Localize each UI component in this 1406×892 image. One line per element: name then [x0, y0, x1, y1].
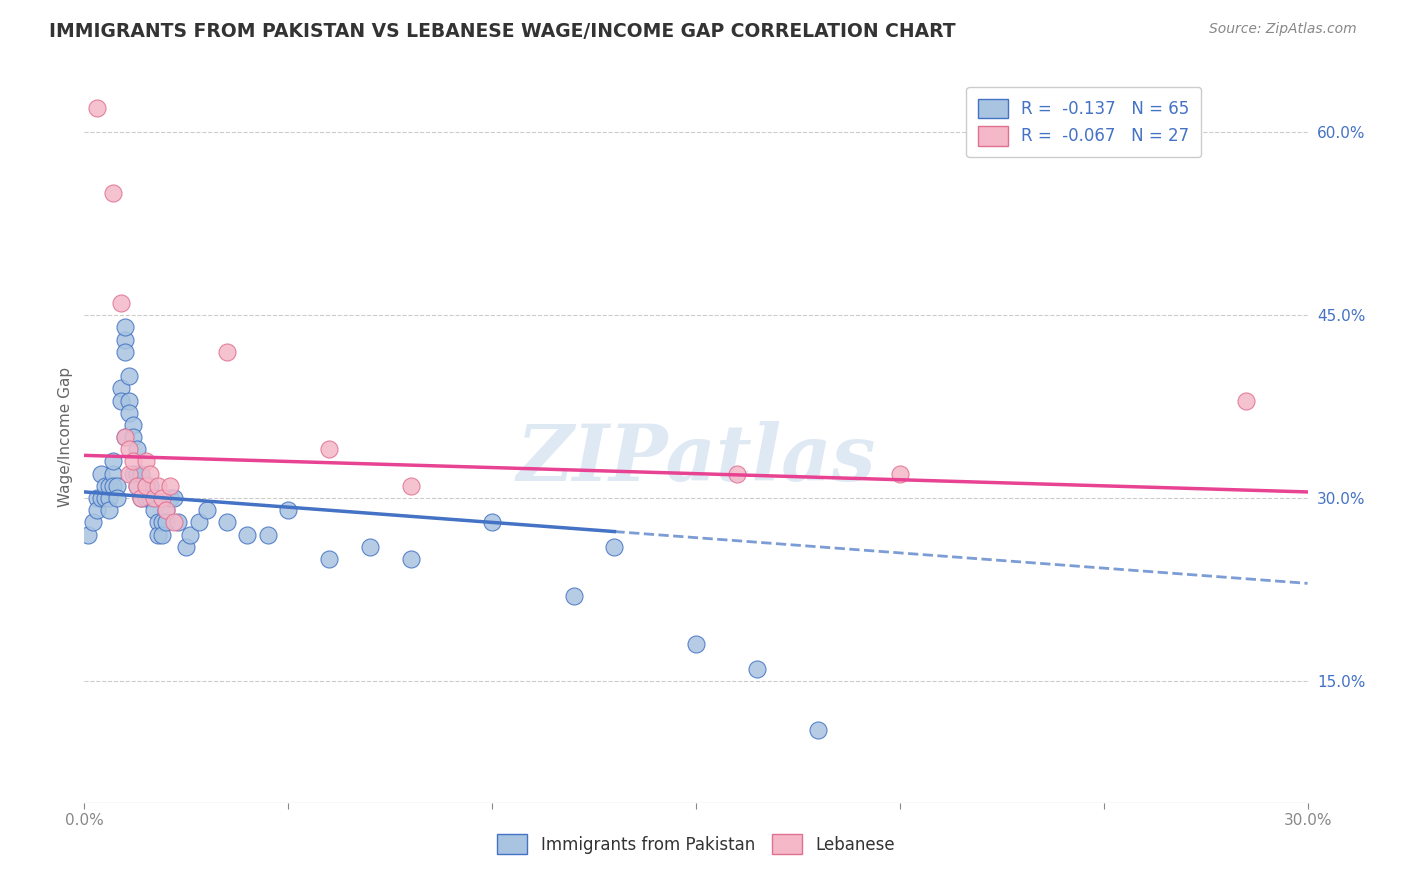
Point — [179, 527, 201, 541]
Point — [135, 454, 157, 468]
Point — [146, 527, 169, 541]
Point — [146, 516, 169, 530]
Point — [257, 527, 280, 541]
Point — [277, 503, 299, 517]
Point — [122, 430, 145, 444]
Point — [146, 479, 169, 493]
Point — [97, 491, 120, 505]
Point — [155, 503, 177, 517]
Point — [138, 467, 160, 481]
Point — [86, 503, 108, 517]
Point — [217, 516, 239, 530]
Point — [101, 467, 124, 481]
Point — [138, 479, 160, 493]
Point — [155, 503, 177, 517]
Point — [142, 491, 165, 505]
Point — [889, 467, 911, 481]
Point — [150, 516, 173, 530]
Point — [195, 503, 218, 517]
Point — [86, 491, 108, 505]
Point — [318, 442, 340, 457]
Text: IMMIGRANTS FROM PAKISTAN VS LEBANESE WAGE/INCOME GAP CORRELATION CHART: IMMIGRANTS FROM PAKISTAN VS LEBANESE WAG… — [49, 22, 956, 41]
Point — [127, 442, 149, 457]
Point — [131, 491, 153, 505]
Point — [142, 503, 165, 517]
Y-axis label: Wage/Income Gap: Wage/Income Gap — [58, 367, 73, 508]
Point — [187, 516, 209, 530]
Point — [105, 491, 128, 505]
Text: Source: ZipAtlas.com: Source: ZipAtlas.com — [1209, 22, 1357, 37]
Point — [105, 479, 128, 493]
Point — [93, 491, 115, 505]
Point — [101, 454, 124, 468]
Point — [159, 491, 181, 505]
Point — [86, 101, 108, 115]
Point — [114, 430, 136, 444]
Point — [359, 540, 381, 554]
Point — [110, 296, 132, 310]
Point — [114, 430, 136, 444]
Point — [77, 527, 100, 541]
Point — [481, 516, 503, 530]
Point — [150, 491, 173, 505]
Point — [97, 479, 120, 493]
Point — [93, 479, 115, 493]
Point — [82, 516, 104, 530]
Point — [725, 467, 748, 481]
Point — [138, 491, 160, 505]
Point — [110, 393, 132, 408]
Point — [118, 467, 141, 481]
Point — [127, 479, 149, 493]
Point — [167, 516, 190, 530]
Point — [217, 344, 239, 359]
Point — [142, 491, 165, 505]
Point — [318, 552, 340, 566]
Point — [159, 479, 181, 493]
Point — [90, 491, 112, 505]
Point — [114, 344, 136, 359]
Point — [101, 186, 124, 201]
Point — [685, 637, 707, 651]
Point — [399, 479, 422, 493]
Point — [118, 393, 141, 408]
Point — [163, 491, 186, 505]
Point — [122, 467, 145, 481]
Point — [163, 516, 186, 530]
Point — [114, 333, 136, 347]
Point — [90, 467, 112, 481]
Point — [110, 381, 132, 395]
Point — [97, 503, 120, 517]
Point — [135, 491, 157, 505]
Point — [236, 527, 259, 541]
Point — [118, 406, 141, 420]
Point — [155, 516, 177, 530]
Point — [114, 320, 136, 334]
Point — [101, 479, 124, 493]
Point — [603, 540, 626, 554]
Point — [135, 479, 157, 493]
Point — [127, 479, 149, 493]
Point — [122, 454, 145, 468]
Point — [747, 662, 769, 676]
Point — [127, 467, 149, 481]
Point — [150, 527, 173, 541]
Point — [174, 540, 197, 554]
Point — [131, 467, 153, 481]
Point — [1236, 393, 1258, 408]
Point — [118, 442, 141, 457]
Point — [122, 417, 145, 432]
Point — [135, 479, 157, 493]
Point — [399, 552, 422, 566]
Legend: Immigrants from Pakistan, Lebanese: Immigrants from Pakistan, Lebanese — [491, 828, 901, 860]
Point — [131, 491, 153, 505]
Point — [807, 723, 830, 737]
Text: ZIPatlas: ZIPatlas — [516, 421, 876, 497]
Point — [562, 589, 585, 603]
Point — [118, 369, 141, 384]
